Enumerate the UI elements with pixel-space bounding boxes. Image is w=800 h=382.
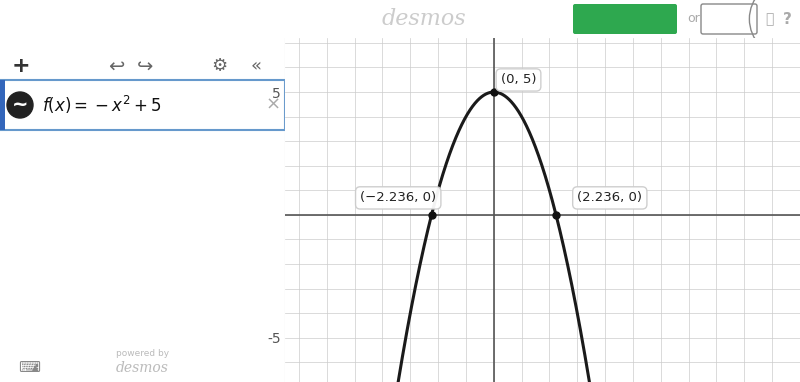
FancyBboxPatch shape [573,4,677,34]
Text: 🔗: 🔗 [765,12,774,26]
Text: Create Account: Create Account [580,14,670,24]
Text: ×: × [266,96,281,114]
Text: desmos: desmos [116,361,169,375]
Text: ▲: ▲ [32,364,38,372]
Text: $f(x) = -x^2 + 5$: $f(x) = -x^2 + 5$ [42,94,162,116]
Text: desmos: desmos [382,8,466,30]
Circle shape [7,92,33,118]
Text: ⌨: ⌨ [18,361,40,376]
Text: (0, 5): (0, 5) [501,73,536,86]
Bar [0,80,5,130]
FancyBboxPatch shape [0,80,285,130]
Text: or: or [687,13,700,26]
Text: +: + [12,56,30,76]
Text: (−2.236, 0): (−2.236, 0) [360,191,436,204]
Text: ≡: ≡ [10,10,26,29]
Text: ⚙: ⚙ [211,57,227,75]
Text: ~: ~ [12,94,28,113]
Text: powered by: powered by [116,350,169,358]
Text: ↩: ↩ [108,57,125,76]
Text: Sign In: Sign In [710,14,748,24]
Text: ?: ? [783,11,792,26]
Text: ↪: ↪ [137,57,153,76]
Text: (2.236, 0): (2.236, 0) [578,191,642,204]
Text: «: « [251,57,262,75]
Text: Untitled Graph: Untitled Graph [28,11,141,26]
